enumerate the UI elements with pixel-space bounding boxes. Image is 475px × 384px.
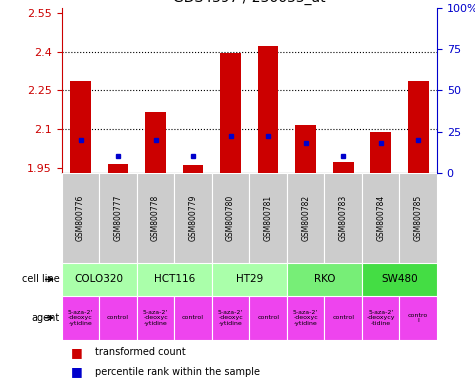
Bar (258, 46, 278, 173)
Bar (399, 173, 437, 263)
Bar (408, 81, 428, 173)
Text: GSM800781: GSM800781 (264, 195, 273, 241)
Bar (99, 173, 137, 263)
Text: control: control (182, 315, 204, 320)
Bar (62, 173, 99, 263)
Text: GSM800778: GSM800778 (151, 195, 160, 241)
Bar (137, 263, 212, 296)
Bar (212, 173, 249, 263)
Bar (137, 173, 174, 263)
Bar (183, 165, 203, 173)
Text: 5-aza-2'
-deoxyc
-ytidine: 5-aza-2' -deoxyc -ytidine (218, 310, 243, 326)
Text: percentile rank within the sample: percentile rank within the sample (95, 367, 260, 377)
Text: GSM800780: GSM800780 (226, 195, 235, 241)
Text: GSM800776: GSM800776 (76, 195, 85, 241)
Text: ■: ■ (71, 346, 83, 359)
Bar (70, 81, 91, 173)
Bar (174, 173, 212, 263)
Title: GDS4397 / 236633_at: GDS4397 / 236633_at (173, 0, 326, 5)
Text: control: control (107, 315, 129, 320)
Bar (174, 296, 212, 340)
Bar (212, 263, 287, 296)
Text: COLO320: COLO320 (75, 274, 124, 285)
Text: SW480: SW480 (381, 274, 418, 285)
Text: GSM800783: GSM800783 (339, 195, 348, 241)
Text: contro
l: contro l (408, 313, 428, 323)
Text: 5-aza-2'
-deoxycy
-tidine: 5-aza-2' -deoxycy -tidine (367, 310, 395, 326)
Bar (108, 164, 128, 173)
Text: RKO: RKO (314, 274, 335, 285)
Bar (287, 263, 362, 296)
Bar (249, 173, 287, 263)
Text: GSM800777: GSM800777 (114, 195, 123, 241)
Text: HT29: HT29 (236, 274, 263, 285)
Bar (287, 296, 324, 340)
Text: agent: agent (31, 313, 59, 323)
Bar (324, 173, 362, 263)
Bar (324, 296, 362, 340)
Bar (295, 125, 316, 173)
Bar (220, 53, 241, 173)
Bar (333, 162, 353, 173)
Text: control: control (257, 315, 279, 320)
Text: GSM800785: GSM800785 (414, 195, 423, 241)
Bar (370, 132, 391, 173)
Bar (62, 263, 137, 296)
Text: transformed count: transformed count (95, 347, 186, 357)
Bar (362, 263, 437, 296)
Bar (362, 296, 399, 340)
Text: control: control (332, 315, 354, 320)
Text: GSM800784: GSM800784 (376, 195, 385, 241)
Bar (362, 173, 399, 263)
Text: cell line: cell line (22, 274, 59, 285)
Bar (249, 296, 287, 340)
Bar (137, 296, 174, 340)
Text: GSM800779: GSM800779 (189, 195, 198, 241)
Text: GSM800782: GSM800782 (301, 195, 310, 241)
Text: 5-aza-2'
-deoxyc
-ytidine: 5-aza-2' -deoxyc -ytidine (143, 310, 168, 326)
Bar (287, 173, 324, 263)
Text: ■: ■ (71, 365, 83, 378)
Bar (62, 296, 99, 340)
Bar (99, 296, 137, 340)
Bar (399, 296, 437, 340)
Text: 5-aza-2'
-deoxyc
-ytidine: 5-aza-2' -deoxyc -ytidine (68, 310, 93, 326)
Text: 5-aza-2'
-deoxyc
-ytidine: 5-aza-2' -deoxyc -ytidine (293, 310, 318, 326)
Text: HCT116: HCT116 (154, 274, 195, 285)
Bar (145, 112, 166, 173)
Bar (212, 296, 249, 340)
